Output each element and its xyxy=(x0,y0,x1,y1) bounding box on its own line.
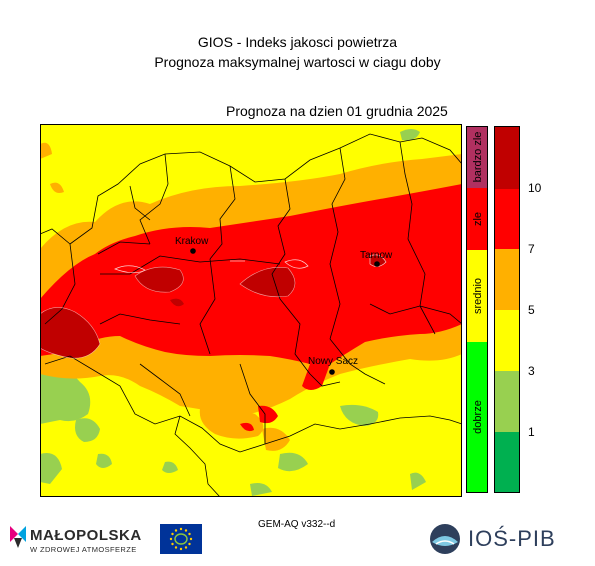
zone-green xyxy=(410,472,426,490)
category-label-dobrze: dobrze xyxy=(472,400,484,434)
city-label-tarnow: Tarnow xyxy=(360,250,393,261)
category-zle xyxy=(466,188,488,250)
city-marker-krakow: Krakow xyxy=(175,236,209,254)
city-marker-nowy-sacz: Nowy Sacz xyxy=(308,356,358,375)
malopolska-tagline: W ZDROWEJ ATMOSFERZE xyxy=(30,545,137,554)
malopolska-logo-icon xyxy=(10,526,26,548)
legend-band-6 xyxy=(494,432,520,493)
model-version: GEM-AQ v332--d xyxy=(258,519,336,530)
category-bardzo-zle xyxy=(466,126,488,188)
zone-green xyxy=(75,418,100,442)
legend-band-5 xyxy=(494,371,520,432)
zone-dark-red xyxy=(135,267,184,293)
zone-green xyxy=(162,461,178,473)
zone-dark-red xyxy=(170,298,184,307)
map-frame xyxy=(40,124,462,497)
legend-band-4 xyxy=(494,310,520,371)
color-legend xyxy=(494,126,520,493)
category-srednio xyxy=(466,250,488,342)
legend-tick-7: 7 xyxy=(528,242,535,256)
legend-tick-10: 10 xyxy=(528,181,542,195)
category-scale: bardzo zle zle srednio dobrze xyxy=(466,126,488,493)
forecast-date: Prognoza na dzien 01 grudnia 2025 xyxy=(226,103,448,119)
zone-dark-red-outline xyxy=(134,266,184,293)
malopolska-wordmark: MAŁOPOLSKA xyxy=(30,527,142,544)
air-quality-map: Krakow Tarnow Nowy Sacz xyxy=(40,124,462,497)
zone-orange xyxy=(262,427,290,451)
ios-pib-wordmark: IOŚ-PIB xyxy=(468,526,556,551)
zone-orange xyxy=(40,142,52,159)
zone-dark-red-outline xyxy=(40,307,101,359)
ios-pib-logo-icon xyxy=(430,524,460,554)
category-label-zle: zle xyxy=(472,212,484,226)
zone-green xyxy=(400,129,420,141)
city-label-krakow: Krakow xyxy=(175,236,209,247)
zone-dark-red xyxy=(40,307,100,359)
category-label-srednio: srednio xyxy=(472,278,484,314)
zone-dark-red xyxy=(370,254,386,267)
zone-green xyxy=(250,483,272,496)
legend-band-1 xyxy=(494,126,520,189)
city-label-nowy-sacz: Nowy Sacz xyxy=(308,356,358,367)
eu-flag-life-icon xyxy=(160,524,202,554)
legend-band-3 xyxy=(494,249,520,310)
zone-dark-red-outline xyxy=(239,267,296,298)
white-contours xyxy=(114,254,387,274)
zone-green xyxy=(40,453,62,484)
zone-green xyxy=(278,452,308,472)
zone-red xyxy=(258,405,278,424)
zone-green xyxy=(40,369,91,424)
zone-green xyxy=(340,404,379,426)
city-dot xyxy=(329,369,335,375)
city-dot xyxy=(374,261,380,267)
city-dot xyxy=(190,248,196,254)
admin-borders xyxy=(40,133,462,497)
legend-band-2 xyxy=(494,189,520,249)
legend-tick-5: 5 xyxy=(528,303,535,317)
legend-tick-3: 3 xyxy=(528,364,535,378)
map-title: GIOS - Indeks jakosci powietrza xyxy=(197,34,398,50)
category-dobrze xyxy=(466,342,488,493)
zone-green xyxy=(96,453,112,468)
zone-red xyxy=(240,422,254,432)
map-subtitle: Prognoza maksymalnej wartosci w ciagu do… xyxy=(154,54,441,70)
city-marker-tarnow: Tarnow xyxy=(360,250,393,267)
legend-tick-1: 1 xyxy=(528,425,535,439)
zone-orange xyxy=(50,182,64,193)
zone-dark-red xyxy=(240,267,295,297)
category-label-bardzo-zle: bardzo zle xyxy=(472,132,484,183)
